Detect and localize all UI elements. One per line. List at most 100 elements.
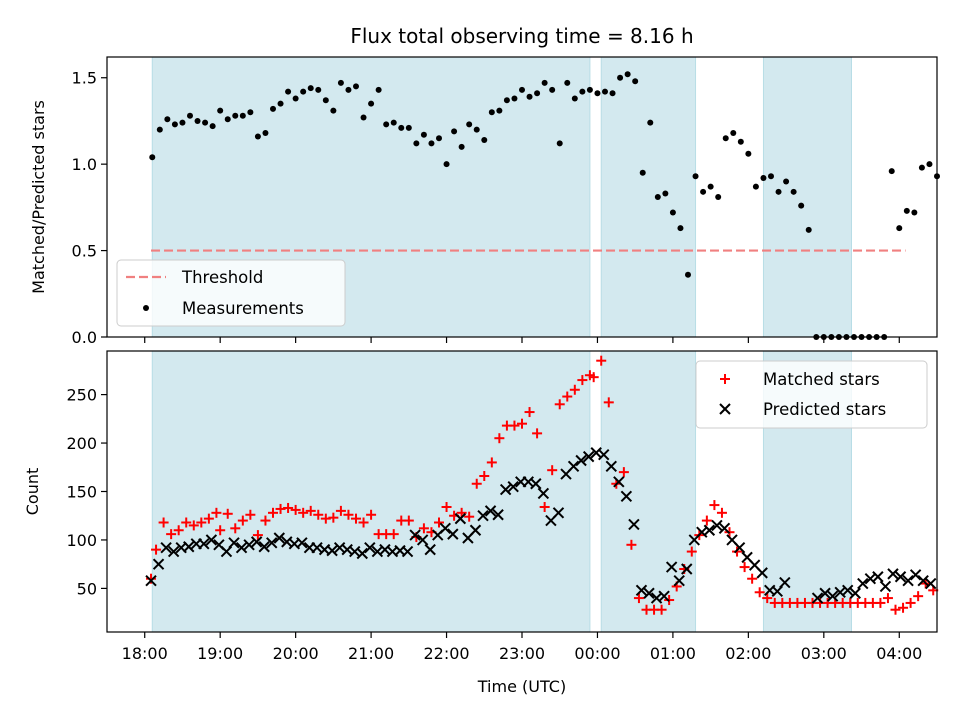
measurement-point [149, 154, 156, 161]
predicted-star-point [537, 487, 550, 500]
measurement-point [798, 202, 805, 209]
x-stroke-b [356, 547, 368, 560]
x-stroke-b [711, 519, 723, 532]
measurement-point [481, 136, 488, 143]
predicted-star-point [507, 480, 519, 493]
x-stroke-b [213, 539, 225, 551]
predicted-star-point [364, 541, 376, 554]
measurement-point [156, 126, 163, 133]
x-stroke-b [447, 528, 459, 540]
measurement-point [164, 116, 171, 123]
matched-star-point [517, 418, 527, 429]
measurement-point [360, 114, 367, 121]
measurement-point [549, 86, 556, 93]
x-tick-label: 20:00 [273, 644, 319, 663]
matched-star-point [313, 509, 324, 520]
predicted-star-point [235, 541, 248, 554]
x-stroke-b [872, 571, 884, 583]
x-stroke-b [175, 541, 187, 554]
measurement-point [662, 190, 669, 197]
measurement-point [194, 117, 201, 124]
x-stroke-b [424, 543, 436, 556]
predicted-star-point [635, 584, 648, 597]
x-stroke-b [386, 545, 399, 558]
matched-star-point [215, 525, 226, 536]
y-axis-label: Count [23, 468, 42, 516]
predicted-star-point [857, 577, 869, 590]
measurement-point [677, 225, 684, 232]
legend-matched-label: Matched stars [763, 370, 880, 389]
x-stroke-b [894, 571, 907, 583]
x-stroke-b [650, 592, 663, 604]
matched-star-point [618, 467, 629, 478]
measurement-point [292, 95, 299, 102]
x-stroke-b [613, 476, 625, 488]
measurement-point [209, 123, 216, 130]
predicted-star-point [326, 544, 338, 557]
matched-star-point [151, 544, 162, 555]
predicted-star-point [779, 576, 791, 589]
matched-star-point [464, 511, 475, 522]
predicted-star-point [811, 592, 824, 604]
predicted-star-point [228, 537, 240, 549]
predicted-star-point [160, 541, 172, 554]
matched-star-point [875, 597, 886, 608]
measurement-point [896, 225, 903, 232]
measurement-point [609, 90, 616, 97]
x-tick-label: 21:00 [348, 644, 394, 663]
measurement-point [217, 107, 224, 114]
measurement-point [451, 128, 458, 135]
measurement-point [594, 90, 601, 97]
matched-star-point [403, 515, 414, 526]
matched-star-point [701, 515, 712, 526]
x-stroke-b [718, 522, 731, 535]
matched-star-point [434, 517, 444, 528]
measurement-point [685, 271, 691, 278]
x-stroke-b [183, 541, 195, 553]
matched-star-point [882, 593, 893, 604]
predicted-star-point [552, 507, 565, 519]
x-tick-label: 22:00 [423, 644, 469, 663]
x-tick-label: 01:00 [650, 644, 696, 663]
predicted-star-point [628, 518, 640, 531]
measurement-point [745, 150, 752, 157]
predicted-star-point [530, 478, 542, 490]
matched-star-point [343, 509, 354, 520]
x-stroke-b [575, 454, 587, 467]
measurement-point [179, 119, 186, 126]
x-stroke-b [643, 587, 655, 599]
predicted-star-point [819, 587, 831, 599]
measurement-point [768, 173, 774, 180]
x-stroke-b [439, 522, 451, 535]
measurement-point [436, 135, 442, 142]
predicted-star-point [575, 454, 587, 467]
y-axis-label: Matched/Predicted stars [29, 100, 48, 294]
matched-star-point [283, 502, 294, 513]
x-stroke-b [364, 541, 376, 554]
x-stroke-b [152, 558, 165, 570]
measurement-point [262, 130, 269, 137]
predicted-star-point [620, 490, 633, 503]
matched-star-point [554, 399, 565, 410]
matched-star-point [173, 525, 184, 536]
x-stroke-b [849, 587, 861, 599]
matched-star-point [358, 517, 369, 528]
measurement-point [488, 109, 495, 116]
predicted-star-point [756, 567, 768, 579]
measurement-point [602, 88, 608, 95]
legend-measurements-label: Measurements [182, 299, 304, 318]
matched-star-point [418, 523, 429, 534]
matched-star-point [268, 507, 278, 518]
measurement-point [466, 121, 473, 128]
measurement-point [473, 126, 480, 133]
measurement-point [232, 112, 239, 119]
x-stroke-b [250, 536, 263, 548]
x-stroke-b [198, 538, 210, 550]
matched-star-point [626, 539, 637, 550]
matched-star-point [539, 502, 550, 513]
matched-star-point [747, 573, 758, 584]
predicted-star-point [439, 522, 451, 535]
matched-star-point [237, 515, 248, 526]
matched-star-point [596, 355, 607, 366]
y-tick-label: 150 [66, 483, 97, 502]
